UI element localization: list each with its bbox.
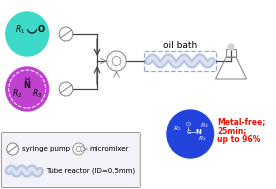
Text: O: O: [37, 26, 44, 35]
Text: N: N: [195, 129, 201, 135]
Text: micromixer: micromixer: [89, 146, 129, 152]
Circle shape: [6, 12, 49, 56]
Text: $R_2$: $R_2$: [12, 88, 23, 100]
Text: $R_3$: $R_3$: [200, 122, 209, 130]
Text: $R_1$: $R_1$: [15, 24, 25, 36]
Text: $R_2$: $R_2$: [198, 135, 206, 143]
Text: $R_3$: $R_3$: [32, 88, 42, 100]
Circle shape: [59, 27, 73, 41]
Text: up to 96%: up to 96%: [217, 136, 261, 145]
Text: $R_1$: $R_1$: [173, 125, 182, 133]
Text: Tube reactor (ID=0.5mm): Tube reactor (ID=0.5mm): [46, 168, 135, 174]
Text: Metal-free;: Metal-free;: [217, 118, 266, 126]
Text: syringe pump: syringe pump: [22, 146, 70, 152]
Text: N: N: [24, 81, 31, 91]
Text: 25min;: 25min;: [217, 126, 247, 136]
Text: H: H: [25, 77, 30, 83]
Bar: [144, 51, 216, 71]
Circle shape: [167, 110, 214, 158]
Circle shape: [107, 51, 126, 71]
Circle shape: [73, 143, 84, 155]
FancyBboxPatch shape: [1, 132, 140, 187]
Circle shape: [6, 67, 49, 111]
Circle shape: [76, 146, 81, 152]
Circle shape: [112, 57, 121, 66]
Text: C: C: [186, 129, 190, 135]
Text: O: O: [186, 122, 191, 126]
Circle shape: [228, 44, 234, 50]
Circle shape: [7, 143, 18, 155]
Circle shape: [59, 82, 73, 96]
Text: oil bath: oil bath: [163, 40, 197, 50]
